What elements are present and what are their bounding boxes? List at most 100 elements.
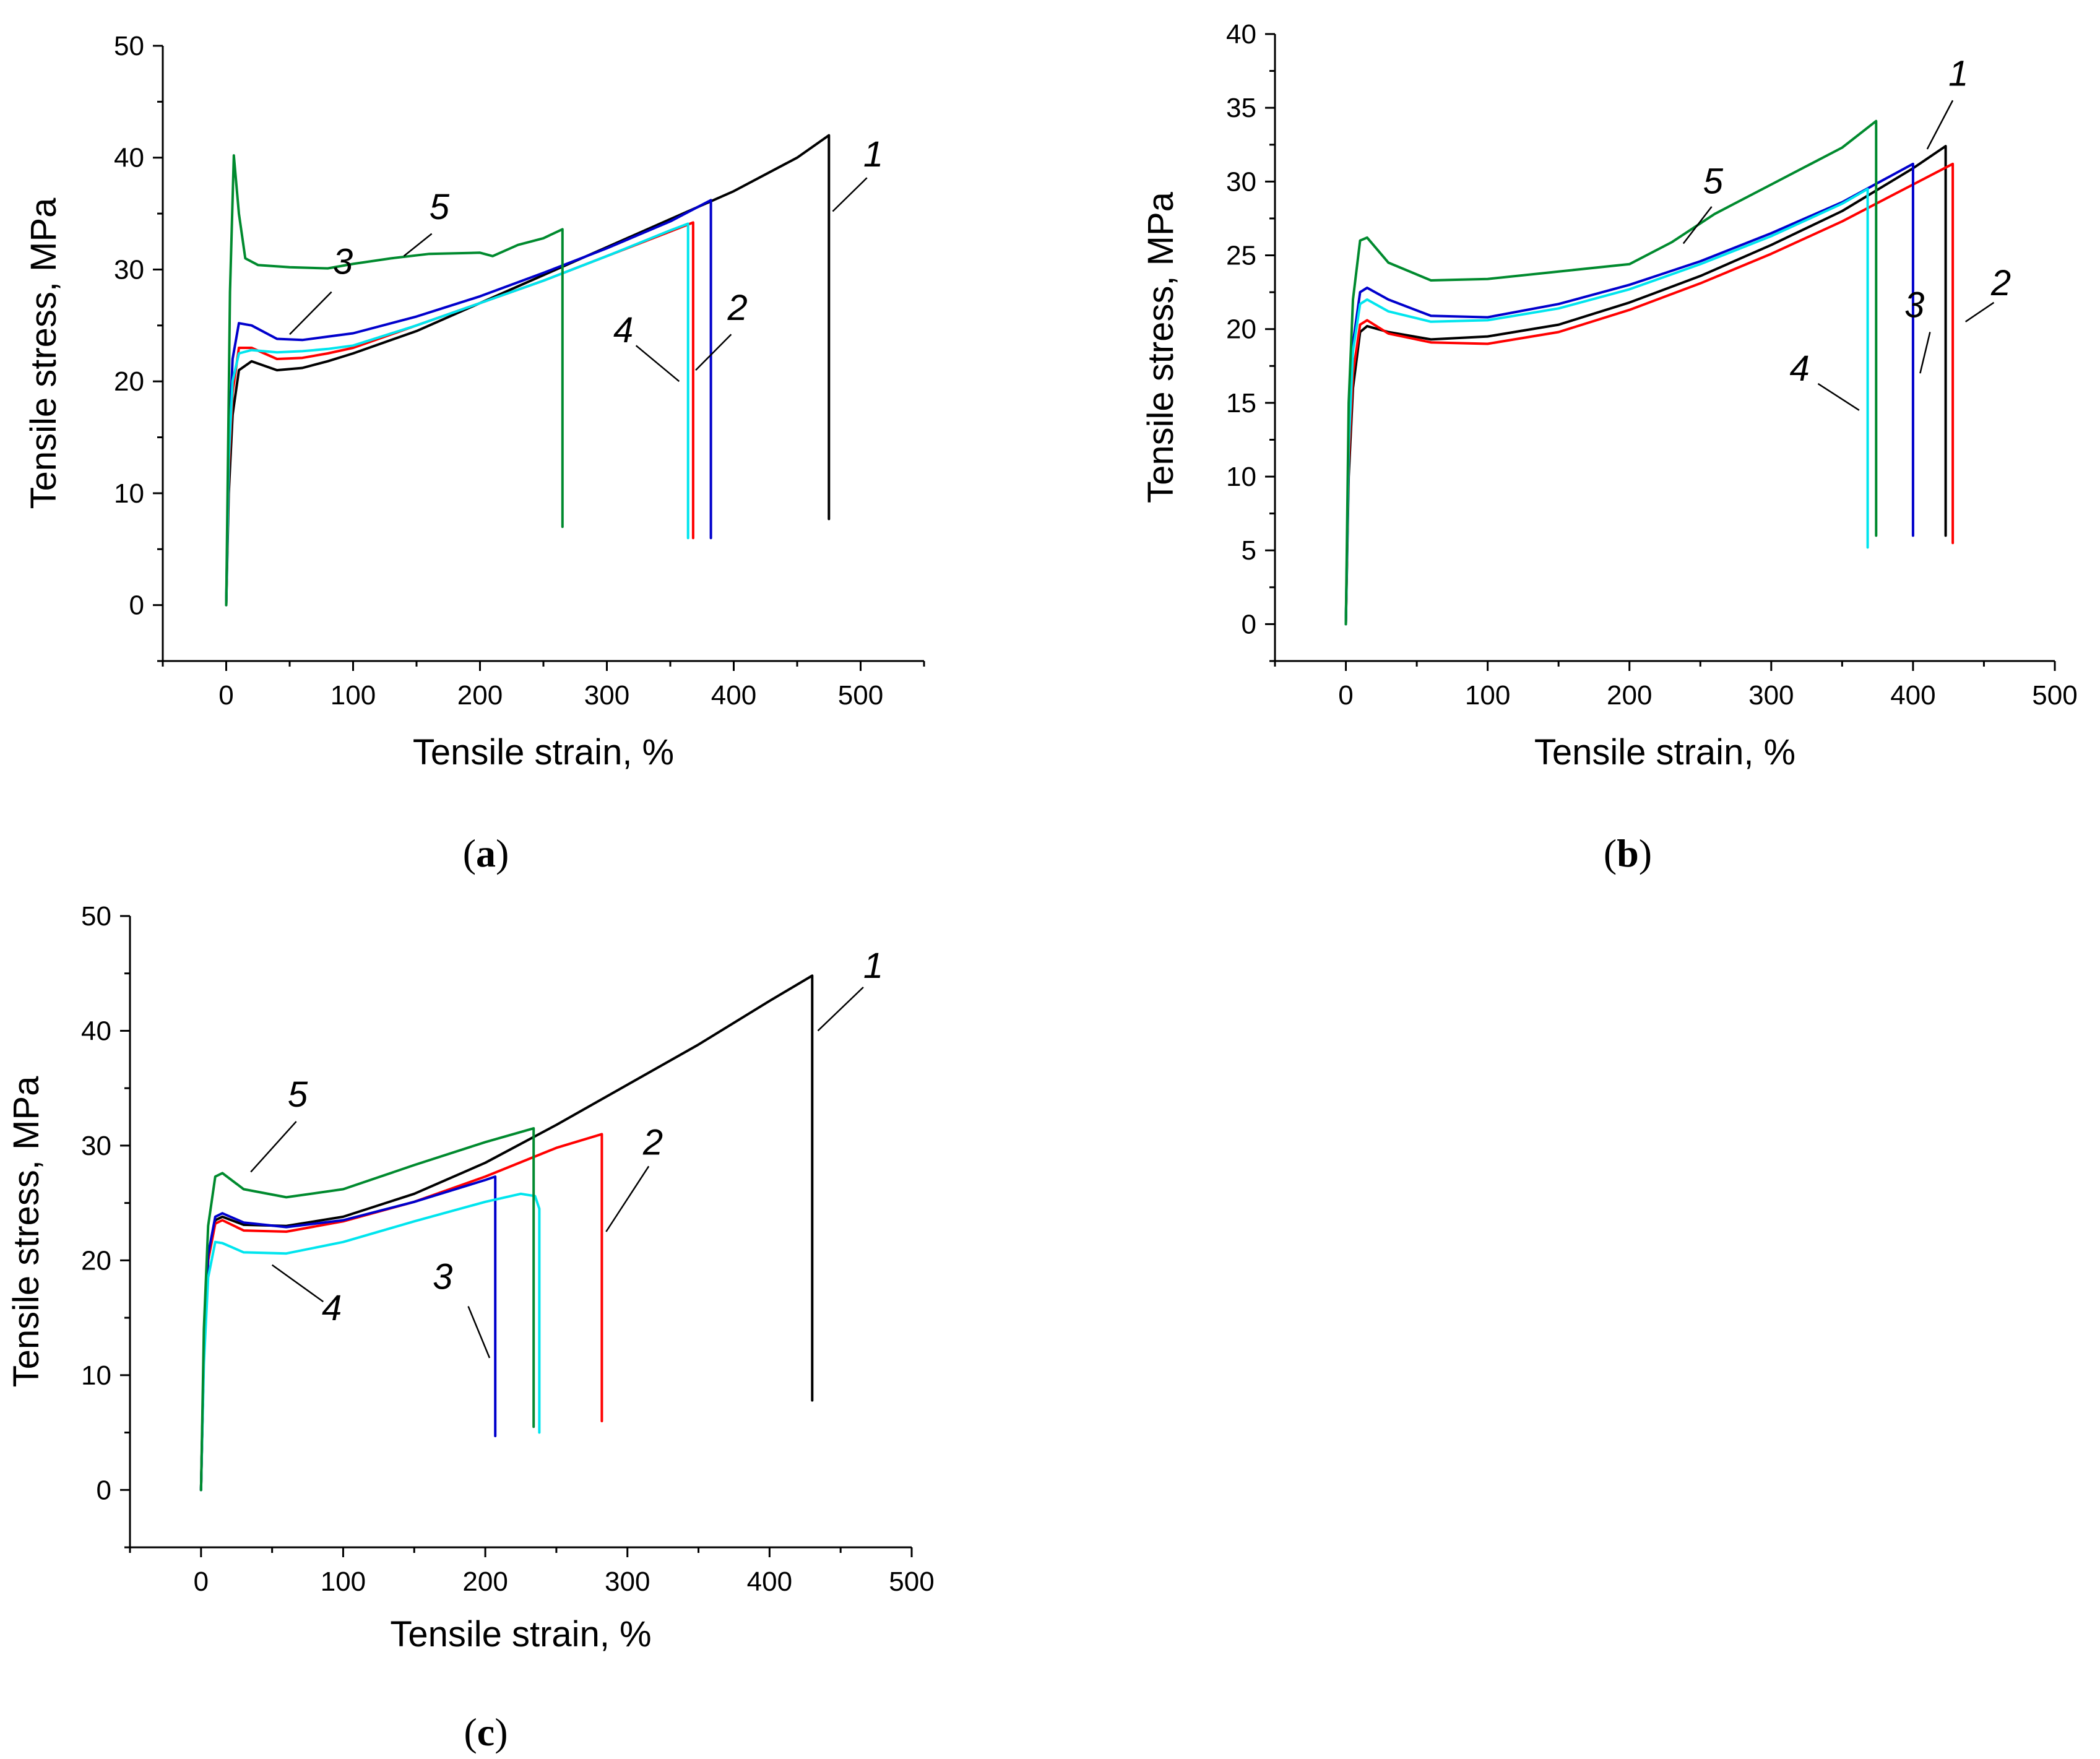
series-line-3 (199, 1175, 497, 1492)
y-axis-title: Tensile stress, MPa (1141, 191, 1181, 503)
annotation-leader-5 (250, 1121, 297, 1173)
x-tick-label: 300 (1748, 680, 1794, 711)
y-tick-label: 10 (1226, 462, 1256, 492)
panel-caption: (c) (464, 1710, 508, 1754)
annotation-leader-2 (1964, 301, 1995, 322)
series-line-4 (225, 222, 689, 607)
y-tick-label: 30 (1226, 166, 1256, 197)
panel-caption: (a) (463, 831, 509, 875)
annotation-leader-4 (635, 345, 680, 382)
annotation-leader-3 (467, 1306, 491, 1359)
y-tick-label: 50 (81, 901, 111, 931)
x-tick-label: 500 (2032, 680, 2077, 711)
y-tick-label: 10 (81, 1360, 111, 1391)
curve-label-5: 5 (288, 1074, 308, 1115)
series-line-3 (225, 199, 712, 607)
y-axis-title: Tensile stress, MPa (24, 197, 64, 509)
curve-label-3: 3 (1904, 285, 1924, 326)
curve-label-1: 1 (863, 946, 883, 986)
x-tick-label: 200 (462, 1567, 508, 1597)
caption-open: ( (464, 1710, 477, 1754)
y-tick-label: 40 (81, 1016, 111, 1046)
curve-label-1: 1 (863, 134, 883, 175)
y-tick-label: 5 (1242, 535, 1256, 566)
y-tick-label: 20 (81, 1245, 111, 1276)
chart-panel-b: 0 100 200 300 400 5000510152025303540Tensile … (1141, 19, 2078, 875)
annotation-leader-3 (1919, 332, 1931, 374)
y-tick-label: 40 (1226, 19, 1256, 50)
x-tick-label: 100 (321, 1567, 366, 1597)
annotation-leader-5 (403, 233, 433, 257)
y-tick-label: 15 (1226, 388, 1256, 418)
y-tick-label: 40 (114, 143, 144, 173)
x-tick-label: 0 (1338, 680, 1353, 711)
series-line-3 (1344, 162, 1914, 626)
y-tick-label: 0 (1242, 609, 1256, 639)
curve-label-2: 2 (1990, 263, 2011, 303)
series-line-1 (199, 974, 814, 1492)
annotation-leader-2 (695, 334, 732, 371)
series-line-5 (199, 1127, 535, 1492)
curve-label-3: 3 (333, 242, 353, 282)
curve-label-4: 4 (613, 310, 633, 350)
annotation-leader-1 (1926, 100, 1954, 150)
y-tick-label: 0 (129, 590, 144, 621)
curve-label-1: 1 (1948, 53, 1968, 93)
x-tick-label: 500 (889, 1567, 934, 1597)
caption-letter: c (477, 1710, 495, 1754)
annotation-leader-1 (832, 177, 868, 212)
y-tick-label: 20 (1226, 314, 1256, 345)
curve-label-5: 5 (430, 187, 450, 227)
x-tick-label: 200 (1607, 680, 1652, 711)
curve-label-3: 3 (433, 1257, 452, 1297)
x-axis-title: Tensile strain, % (390, 1614, 651, 1654)
annotation-leader-2 (605, 1165, 650, 1232)
curve-label-4: 4 (1790, 348, 1810, 389)
curve-label-2: 2 (642, 1123, 663, 1163)
caption-letter: b (1617, 831, 1639, 875)
panel-caption: (b) (1604, 831, 1652, 875)
series-line-5 (1344, 119, 1878, 626)
curve-label-5: 5 (1703, 161, 1724, 201)
chart-panel-c: 0 100 200 300 400 500 0 10 20 30 40 50 Tensile strai… (6, 901, 935, 1754)
y-tick-label: 25 (1226, 241, 1256, 271)
chart-panel-a: 0 100 200 300 400 500 0 10 20 30 40 50 Tensile strai… (24, 31, 925, 875)
curve-label-2: 2 (727, 288, 748, 328)
annotation-leader-1 (817, 987, 864, 1032)
y-axis-title: Tensile stress, MPa (6, 1076, 46, 1388)
series-line-2 (199, 1133, 603, 1492)
series-line-2 (225, 221, 694, 607)
x-tick-label: 100 (1465, 680, 1510, 711)
y-tick-label: 35 (1226, 93, 1256, 123)
caption-close: ) (495, 1710, 508, 1754)
x-tick-label: 200 (457, 680, 503, 711)
x-tick-label: 400 (747, 1567, 792, 1597)
x-tick-label: 500 (838, 680, 883, 711)
x-tick-label: 300 (584, 680, 629, 711)
y-tick-label: 20 (114, 366, 144, 397)
series-line-2 (1344, 162, 1955, 626)
caption-close: ) (496, 831, 509, 875)
caption-letter: a (476, 831, 496, 875)
x-tick-label: 100 (331, 680, 376, 711)
series-line-1 (1344, 145, 1947, 626)
x-tick-label: 400 (1890, 680, 1935, 711)
annotation-leader-3 (289, 291, 332, 335)
y-tick-label: 30 (114, 254, 144, 285)
series-line-5 (225, 154, 564, 607)
x-tick-label: 0 (218, 680, 233, 711)
curve-label-4: 4 (322, 1288, 342, 1328)
series-line-4 (199, 1192, 541, 1492)
x-tick-label: 400 (711, 680, 756, 711)
caption-open: ( (463, 831, 476, 875)
series-line-1 (225, 134, 831, 607)
series-line-4 (1344, 188, 1869, 626)
annotation-leader-5 (1682, 206, 1713, 244)
y-tick-label: 0 (97, 1475, 111, 1505)
y-tick-label: 50 (114, 31, 144, 61)
annotation-leader-4 (1817, 382, 1860, 411)
x-tick-label: 0 (194, 1567, 209, 1597)
y-tick-label: 30 (81, 1131, 111, 1161)
annotation-leader-4 (271, 1264, 324, 1303)
